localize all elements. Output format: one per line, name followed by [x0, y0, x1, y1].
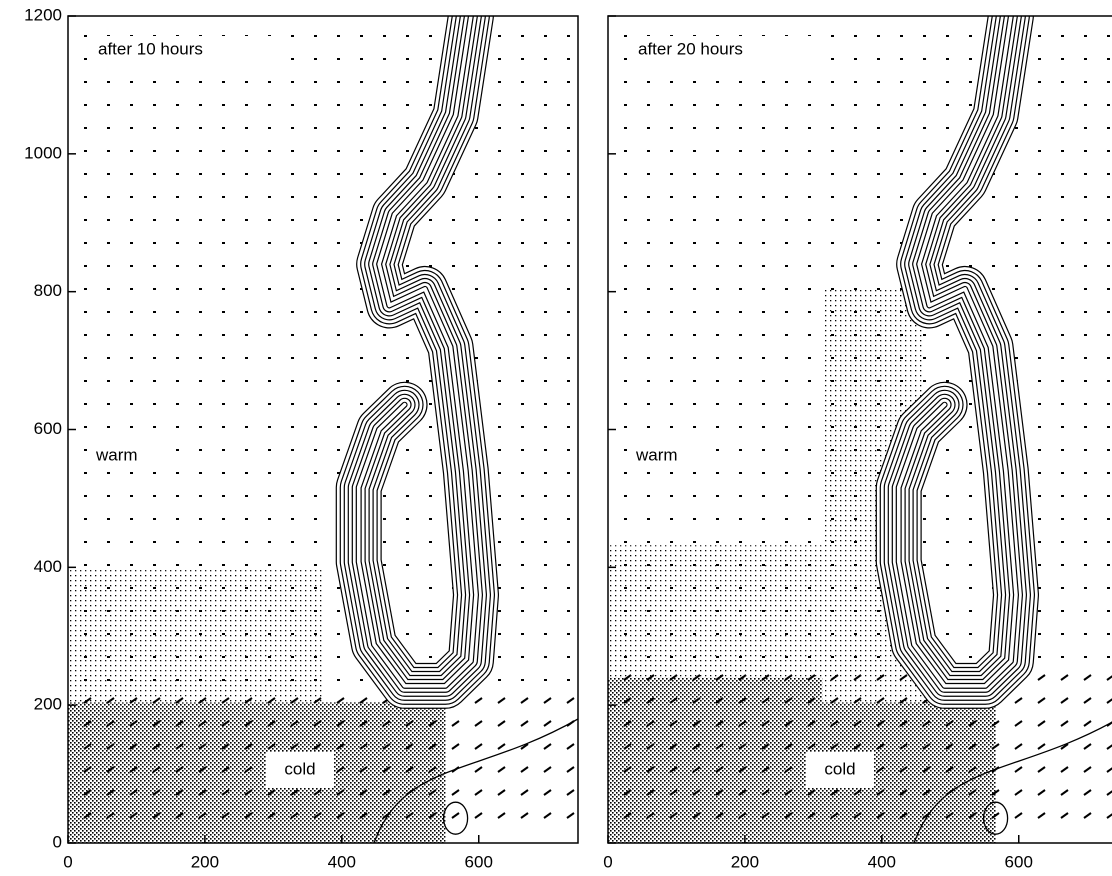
wind-vector: [1015, 721, 1022, 726]
x-tick-label: 400: [868, 852, 896, 871]
wind-vector: [1061, 675, 1068, 680]
warm-transition: [68, 570, 323, 702]
wind-vector: [475, 721, 482, 726]
wind-vector: [498, 813, 505, 818]
wind-vector: [1038, 675, 1045, 680]
wind-vector: [452, 744, 459, 749]
wind-vector: [1107, 744, 1112, 749]
wind-vector: [452, 790, 459, 795]
x-tick-label: 200: [191, 852, 219, 871]
wind-vector: [567, 813, 574, 818]
x-tick-label: 0: [603, 852, 612, 871]
annotation: after 20 hours: [638, 39, 743, 58]
wind-vector: [1107, 698, 1112, 703]
wind-vector: [567, 744, 574, 749]
wind-vector: [1084, 675, 1091, 680]
annotation: after 10 hours: [98, 39, 203, 58]
wind-vector: [1038, 744, 1045, 749]
wind-vector: [498, 767, 505, 772]
wind-vector: [1084, 813, 1091, 818]
wind-vector: [1061, 698, 1068, 703]
wind-vector: [475, 767, 482, 772]
wind-vector: [498, 698, 505, 703]
plot-area: [608, 16, 1112, 843]
annotation: cold: [284, 759, 315, 778]
plot-area: [68, 16, 578, 843]
x-tick-label: 600: [465, 852, 493, 871]
wind-vector: [567, 698, 574, 703]
wind-vector: [1015, 698, 1022, 703]
panel: 0 200 400 600 after 20 hours warm cold: [603, 16, 1112, 871]
wind-vector: [1107, 675, 1112, 680]
annotation: cold: [824, 759, 855, 778]
wind-vector: [544, 790, 551, 795]
wind-vector: [498, 790, 505, 795]
wind-vector: [1084, 767, 1091, 772]
wind-vector: [1061, 721, 1068, 726]
annotation: warm: [95, 445, 138, 464]
y-tick-label: 1200: [24, 5, 62, 24]
wind-vector: [544, 813, 551, 818]
wind-vector: [521, 698, 528, 703]
x-tick-label: 0: [63, 852, 72, 871]
wind-vector: [544, 767, 551, 772]
wind-vector: [498, 721, 505, 726]
wind-vector: [1038, 790, 1045, 795]
wind-vector: [1107, 790, 1112, 795]
wind-vector: [498, 744, 505, 749]
wind-vector: [360, 698, 367, 703]
wind-vector: [567, 790, 574, 795]
wind-vector: [475, 813, 482, 818]
panel: 0 200 400 600 800 1000 1200 0 200 400 600 after 10 …: [24, 5, 578, 871]
wind-vector: [1061, 767, 1068, 772]
figure: 0 200 400 600 800 1000 1200 0 200 400 600 after 10 …: [0, 0, 1112, 876]
wind-vector: [521, 721, 528, 726]
wind-vector: [475, 744, 482, 749]
y-tick-label: 200: [34, 695, 62, 714]
wind-vector: [544, 744, 551, 749]
wind-vector: [544, 698, 551, 703]
wind-vector: [452, 721, 459, 726]
terrain-contour: [444, 802, 468, 834]
y-tick-label: 400: [34, 557, 62, 576]
wind-vector: [1084, 698, 1091, 703]
y-tick-label: 800: [34, 281, 62, 300]
wind-vector: [1084, 790, 1091, 795]
wind-vector: [337, 698, 344, 703]
wind-vector: [1084, 744, 1091, 749]
wind-vector: [1015, 767, 1022, 772]
wind-vector: [1084, 721, 1091, 726]
wind-vector: [1061, 813, 1068, 818]
wind-vector: [1038, 813, 1045, 818]
wind-vector: [521, 813, 528, 818]
wind-vector: [1107, 767, 1112, 772]
wind-vector: [1038, 721, 1045, 726]
wind-vector: [1038, 767, 1045, 772]
wind-vector: [1015, 813, 1022, 818]
cold-region: [68, 702, 445, 843]
wind-vector: [1107, 813, 1112, 818]
y-tick-label: 0: [53, 832, 62, 851]
y-tick-label: 1000: [24, 143, 62, 162]
wind-vector: [452, 813, 459, 818]
annotation: warm: [635, 445, 678, 464]
wind-vector: [1038, 698, 1045, 703]
wind-vector: [567, 767, 574, 772]
x-tick-label: 200: [731, 852, 759, 871]
wind-vector: [544, 721, 551, 726]
wind-vector: [521, 790, 528, 795]
wind-vector: [1015, 790, 1022, 795]
wind-vector: [475, 698, 482, 703]
x-tick-label: 400: [328, 852, 356, 871]
y-tick-label: 600: [34, 419, 62, 438]
wind-vector: [475, 790, 482, 795]
wind-vector: [521, 767, 528, 772]
wind-vector: [1061, 790, 1068, 795]
wind-vector: [1015, 744, 1022, 749]
x-tick-label: 600: [1005, 852, 1033, 871]
